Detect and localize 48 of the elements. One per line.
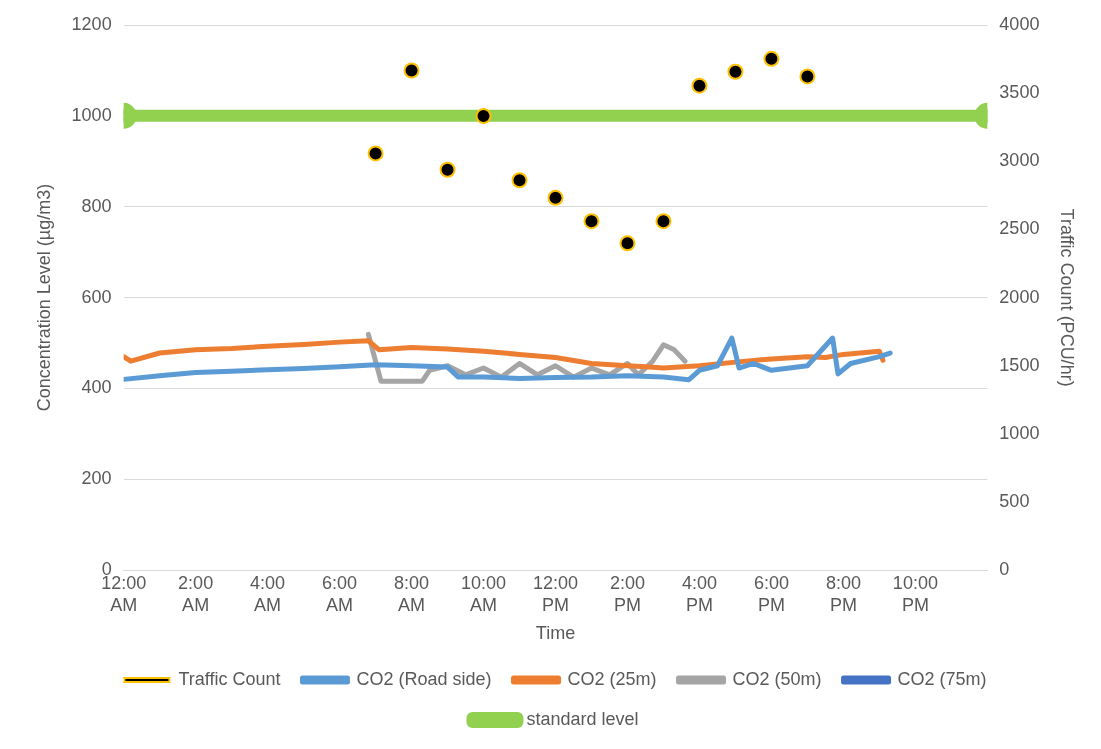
x-tick-label: 6:00 PM [753, 572, 789, 615]
x-tick-label: 10:00 AM [461, 572, 507, 615]
y2-tick-label: 2000 [999, 286, 1040, 307]
y2-tick-label: 3500 [999, 82, 1040, 103]
point [511, 172, 528, 189]
y-axis-title: Concentration Level (µg/m3) [33, 183, 54, 412]
point [439, 161, 456, 178]
y-tick-label: 600 [81, 286, 112, 307]
y-tick-label: 200 [81, 468, 112, 489]
point [583, 213, 600, 230]
point [727, 63, 744, 80]
legend-label: standard level [526, 708, 639, 729]
x-axis-title: Time [535, 623, 576, 644]
x-tick-label: 4:00 PM [681, 572, 717, 615]
x-tick-label: 12:00 PM [532, 572, 579, 615]
x-tick-label: 8:00 AM [394, 572, 430, 615]
x-tick-label: 2:00 PM [609, 572, 645, 615]
x-tick-label: 6:00 AM [322, 572, 358, 615]
point [547, 189, 564, 206]
legend-label: CO2 (25m) [567, 668, 657, 689]
y-tick-label: 800 [81, 195, 112, 216]
x-tick-label: 10:00 PM [892, 572, 938, 615]
point [799, 68, 816, 85]
y-tick-label: 1200 [71, 13, 112, 34]
y2-axis-title: Traffic Count (PCU/hr) [1057, 208, 1078, 387]
x-tick-label: 8:00 PM [825, 572, 861, 615]
y2-tick-label: 1000 [999, 422, 1040, 443]
y-tick-label: 1000 [71, 104, 112, 125]
point [475, 108, 492, 125]
legend-label: CO2 (Road side) [356, 668, 492, 689]
legend-label: CO2 (75m) [897, 668, 987, 689]
legend-label: Traffic Count [178, 668, 281, 689]
y2-tick-label: 4000 [999, 13, 1040, 34]
legend-label: CO2 (50m) [732, 668, 822, 689]
y2-tick-label: 0 [999, 559, 1010, 580]
x-tick-label: 2:00 AM [178, 572, 214, 615]
y2-tick-label: 2500 [999, 218, 1040, 239]
point [367, 145, 384, 162]
y-tick-label: 400 [81, 377, 112, 398]
x-tick-label: 4:00 AM [250, 572, 286, 615]
point [763, 50, 780, 67]
point [403, 62, 420, 79]
y2-tick-label: 500 [999, 491, 1030, 512]
y2-tick-label: 1500 [999, 354, 1040, 375]
y2-tick-label: 3000 [999, 150, 1040, 171]
point [619, 235, 636, 252]
point [691, 77, 708, 94]
point [655, 213, 672, 230]
